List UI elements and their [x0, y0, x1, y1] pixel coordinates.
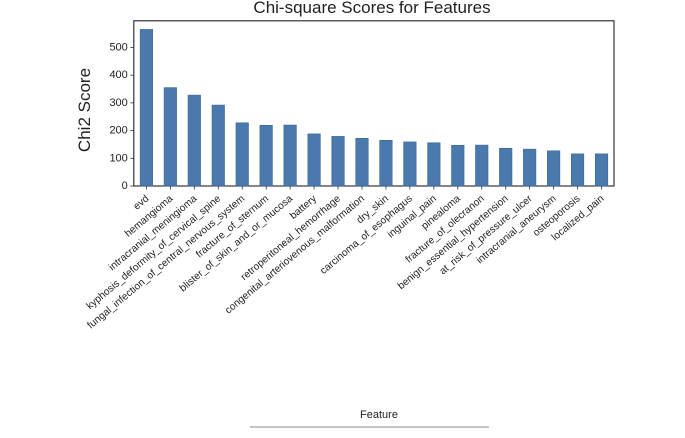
svg-text:500: 500 — [109, 41, 127, 53]
svg-text:0: 0 — [122, 180, 128, 192]
svg-text:100: 100 — [109, 152, 127, 164]
svg-text:300: 300 — [109, 97, 127, 109]
svg-text:Chi2 Score: Chi2 Score — [75, 68, 94, 152]
svg-text:Feature: Feature — [360, 409, 398, 421]
svg-text:200: 200 — [109, 125, 127, 137]
svg-text:400: 400 — [109, 69, 127, 81]
svg-text:Chi-square Scores for Features: Chi-square Scores for Features — [253, 0, 490, 17]
